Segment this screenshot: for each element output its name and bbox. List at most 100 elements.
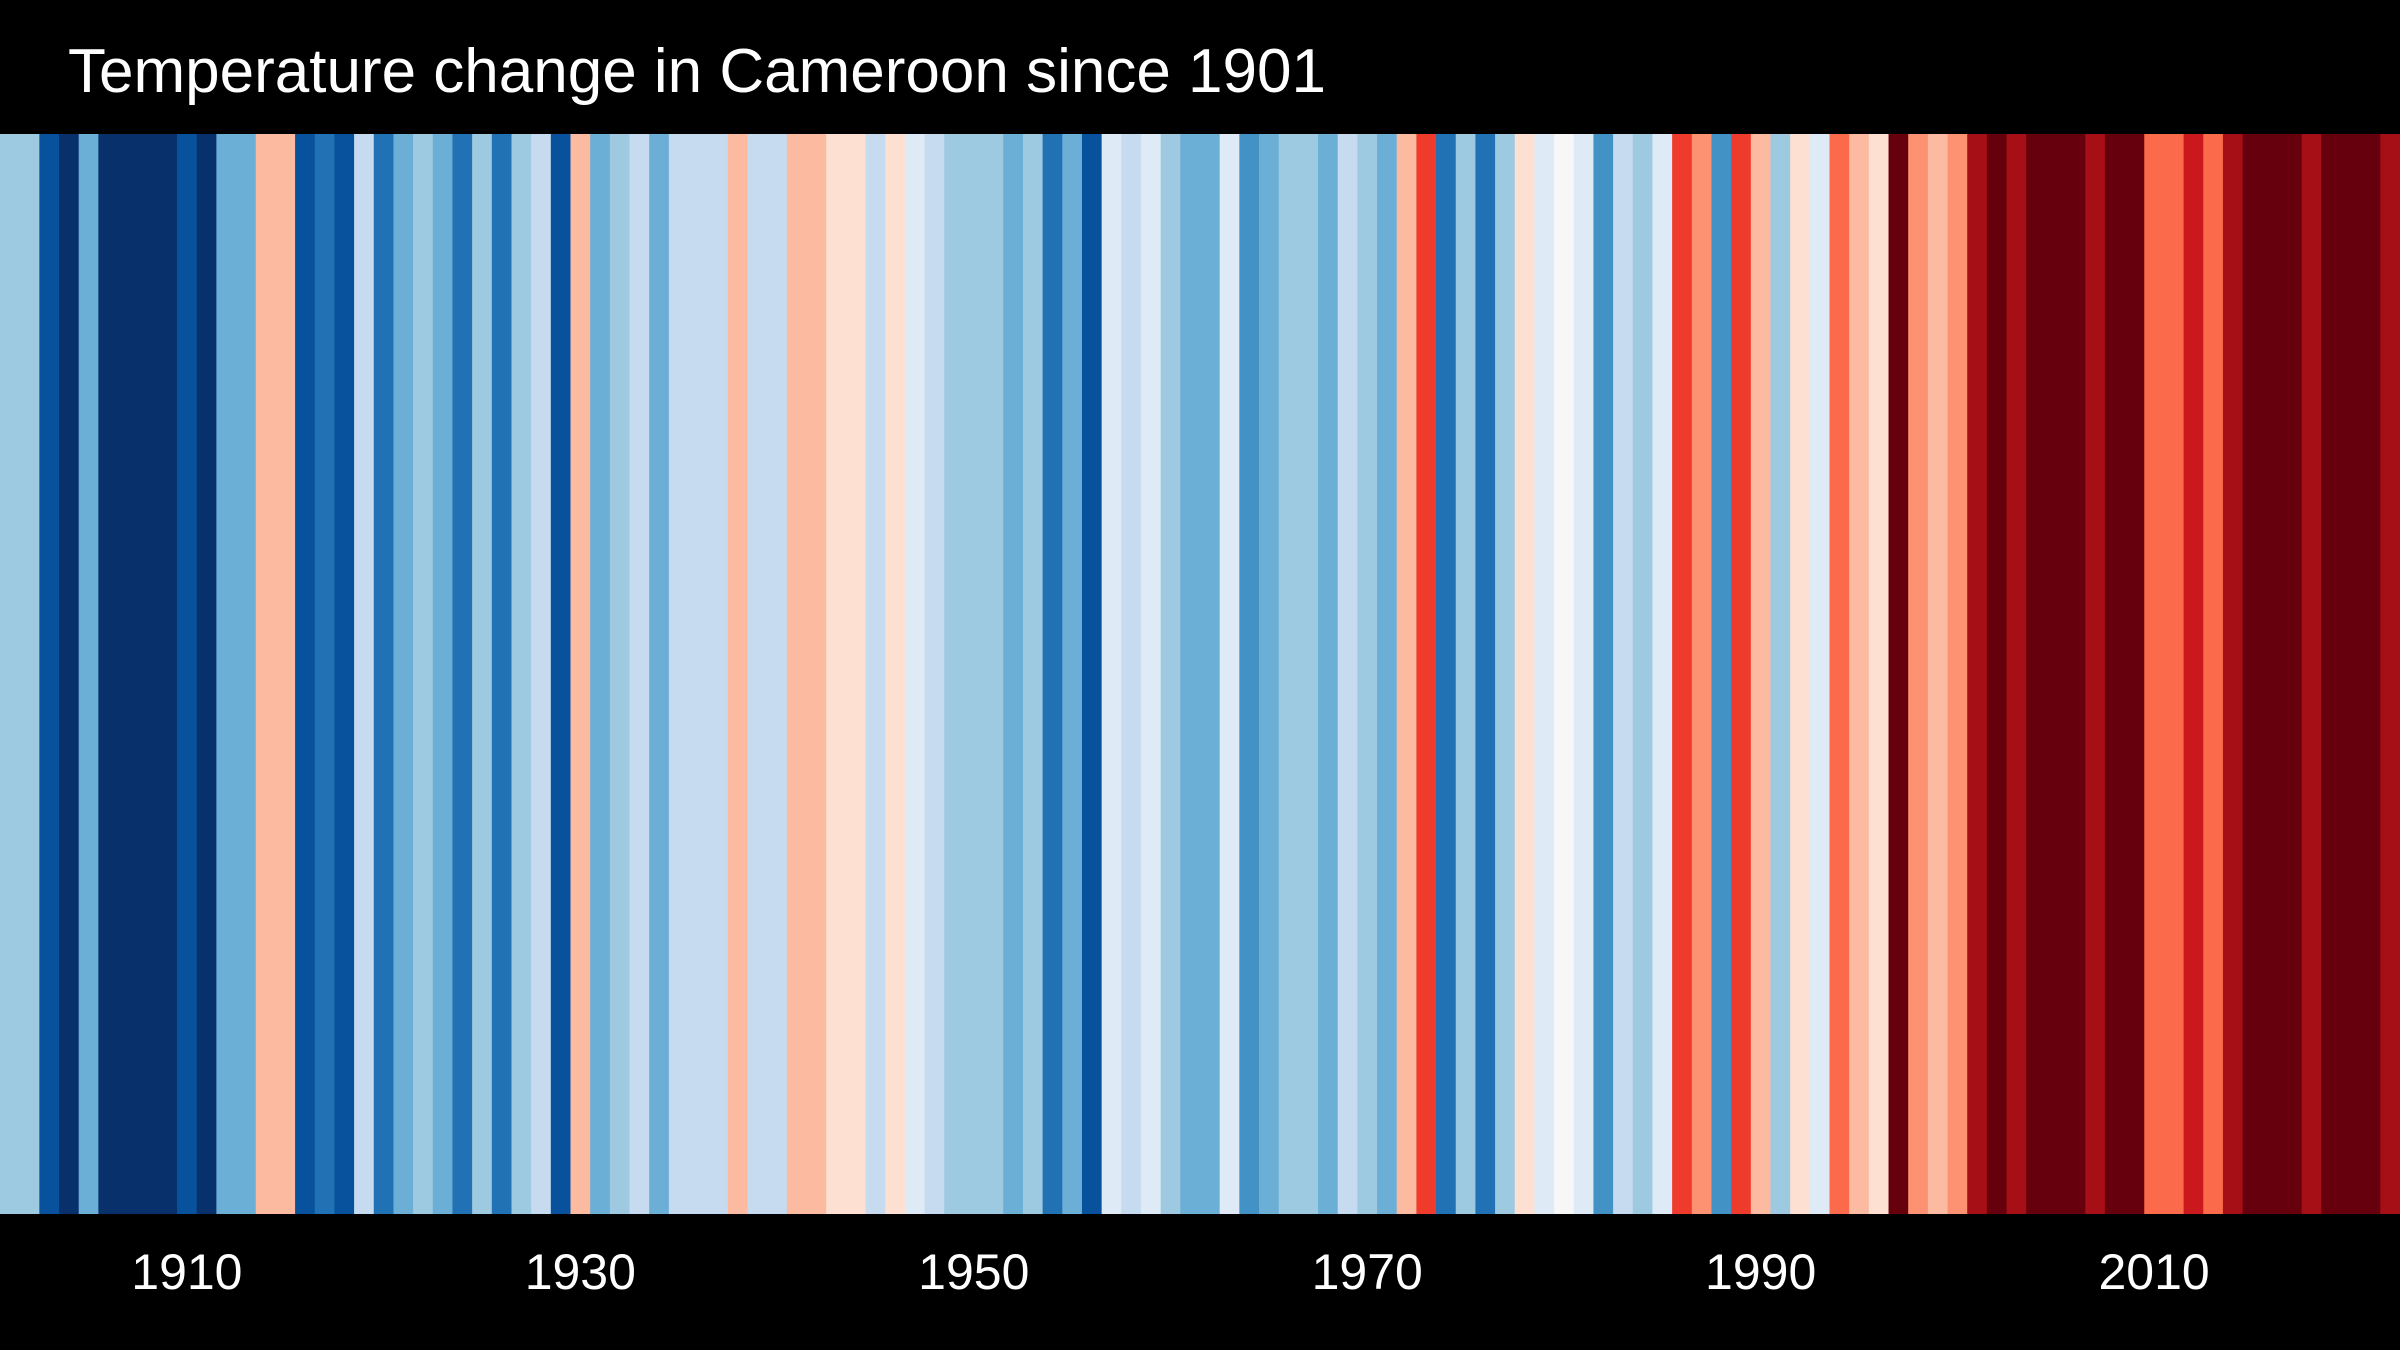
stripe-1932 [609, 134, 631, 1214]
stripe-2000 [1947, 134, 1968, 1214]
stripe-2021 [2360, 134, 2381, 1214]
stripe-1946 [885, 134, 906, 1214]
x-tick-label: 1950 [918, 1244, 1030, 1300]
stripe-1979 [1534, 134, 1555, 1214]
stripe-1974 [1436, 134, 1457, 1214]
stripe-1934 [649, 134, 670, 1214]
stripe-2009 [2124, 134, 2145, 1214]
stripe-1971 [1377, 134, 1398, 1214]
stripe-2006 [2065, 134, 2086, 1214]
stripe-1913 [236, 134, 257, 1214]
stripe-2005 [2045, 134, 2067, 1214]
stripe-1922 [413, 134, 434, 1214]
stripe-1939 [747, 134, 768, 1214]
x-tick-label: 1930 [524, 1244, 636, 1300]
stripe-1981 [1573, 134, 1595, 1214]
stripe-1945 [865, 134, 886, 1214]
stripe-1960 [1160, 134, 1181, 1214]
stripe-1908 [137, 134, 158, 1214]
stripe-1988 [1711, 134, 1732, 1214]
stripe-1987 [1691, 134, 1713, 1214]
stripe-1904 [59, 134, 80, 1214]
stripe-1949 [944, 134, 965, 1214]
stripe-2001 [1967, 134, 1988, 1214]
stripe-2018 [2301, 134, 2322, 1214]
stripe-1959 [1140, 134, 1162, 1214]
stripe-1956 [1081, 134, 1103, 1214]
stripe-1937 [708, 134, 729, 1214]
stripe-2019 [2321, 134, 2342, 1214]
stripe-1972 [1396, 134, 1417, 1214]
stripe-1925 [472, 134, 493, 1214]
stripe-2003 [2006, 134, 2027, 1214]
stripe-1902 [19, 134, 40, 1214]
stripe-1970 [1357, 134, 1378, 1214]
stripe-1947 [904, 134, 926, 1214]
stripe-2011 [2163, 134, 2185, 1214]
stripe-1976 [1475, 134, 1496, 1214]
stripe-1903 [39, 134, 60, 1214]
stripe-1994 [1829, 134, 1850, 1214]
stripe-1935 [668, 134, 690, 1214]
stripe-1954 [1042, 134, 1063, 1214]
stripe-1918 [334, 134, 355, 1214]
stripe-2014 [2222, 134, 2244, 1214]
x-axis: 1910 1930 1950 1970 1990 2010 [0, 1214, 2400, 1350]
stripe-1914 [255, 134, 277, 1214]
stripe-2007 [2085, 134, 2106, 1214]
stripe-1941 [786, 134, 808, 1214]
stripe-2012 [2183, 134, 2204, 1214]
stripe-1936 [688, 134, 709, 1214]
stripe-1950 [963, 134, 985, 1214]
stripe-2020 [2340, 134, 2362, 1214]
stripe-1943 [826, 134, 847, 1214]
stripe-1916 [295, 134, 316, 1214]
stripe-1912 [216, 134, 237, 1214]
stripe-1966 [1278, 134, 1299, 1214]
stripe-1933 [629, 134, 650, 1214]
stripe-1927 [511, 134, 532, 1214]
stripe-1989 [1731, 134, 1752, 1214]
x-tick-label: 1990 [1705, 1244, 1817, 1300]
stripe-1991 [1770, 134, 1791, 1214]
stripe-2004 [2026, 134, 2047, 1214]
stripe-1957 [1101, 134, 1122, 1214]
stripe-1915 [275, 134, 296, 1214]
stripe-1965 [1259, 134, 1280, 1214]
stripe-1982 [1593, 134, 1614, 1214]
stripe-2010 [2144, 134, 2165, 1214]
stripe-1961 [1180, 134, 1201, 1214]
stripe-2008 [2104, 134, 2126, 1214]
stripe-1999 [1927, 134, 1949, 1214]
stripe-2015 [2242, 134, 2263, 1214]
stripe-1901 [0, 134, 21, 1214]
stripe-1986 [1672, 134, 1693, 1214]
stripe-1924 [452, 134, 473, 1214]
stripe-1997 [1888, 134, 1909, 1214]
warming-stripes [0, 134, 2400, 1214]
stripe-1940 [767, 134, 788, 1214]
stripe-1952 [1003, 134, 1024, 1214]
stripe-1917 [314, 134, 336, 1214]
stripe-2022 [2380, 134, 2400, 1214]
stripe-1984 [1632, 134, 1654, 1214]
stripe-2017 [2281, 134, 2303, 1214]
stripe-1977 [1495, 134, 1516, 1214]
stripe-1963 [1219, 134, 1240, 1214]
stripe-1911 [196, 134, 217, 1214]
stripe-1985 [1652, 134, 1673, 1214]
stripe-1905 [78, 134, 99, 1214]
stripe-1926 [491, 134, 513, 1214]
stripe-1996 [1868, 134, 1890, 1214]
stripe-1931 [590, 134, 611, 1214]
stripe-1910 [177, 134, 198, 1214]
stripe-1909 [157, 134, 178, 1214]
x-tick-label: 1910 [131, 1244, 243, 1300]
stripe-1975 [1455, 134, 1477, 1214]
stripe-1948 [924, 134, 945, 1214]
stripe-1942 [806, 134, 827, 1214]
stripe-1919 [354, 134, 375, 1214]
stripe-1969 [1337, 134, 1358, 1214]
stripe-1953 [1022, 134, 1044, 1214]
stripe-1923 [432, 134, 454, 1214]
